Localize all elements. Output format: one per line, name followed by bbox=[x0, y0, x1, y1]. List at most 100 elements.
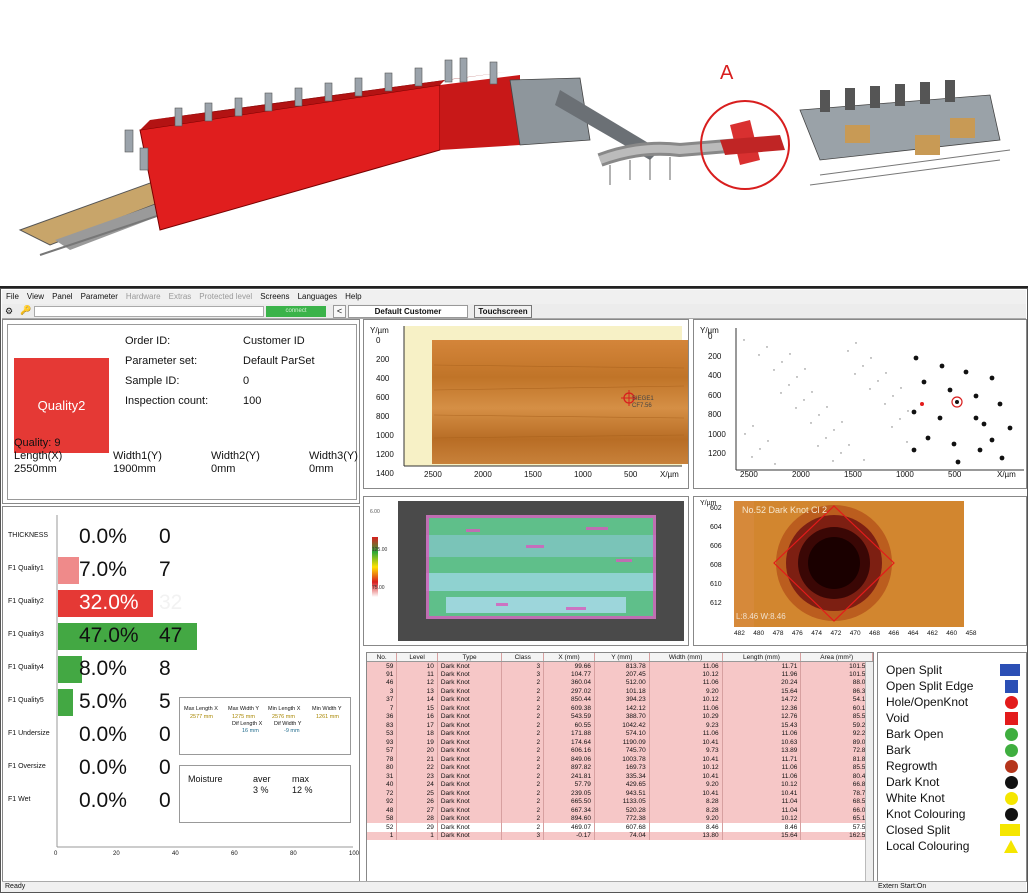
knot-point[interactable] bbox=[973, 415, 979, 421]
table-row[interactable]: 37 14 Dark Knot 2 850.44 394.23 10.12 14.72 54.1… bbox=[367, 695, 873, 704]
x-axis-tick: 1000 bbox=[574, 470, 592, 479]
order-info-panel: Quality2 Order ID: Customer ID Parameter… bbox=[2, 319, 360, 504]
table-cell: 162.54 bbox=[800, 831, 873, 840]
table-row[interactable]: 59 10 Dark Knot 3 99.66 813.78 11.06 11.71 101.5… bbox=[367, 661, 873, 670]
knot-point[interactable] bbox=[911, 409, 917, 415]
table-row[interactable]: 1 1 Dark Knot 3 -0.17 74.04 13.80 15.64 162.54 bbox=[367, 831, 873, 840]
menu-hardware[interactable]: Hardware bbox=[125, 292, 161, 301]
table-cell: 11 bbox=[396, 670, 438, 679]
table-row[interactable]: 57 20 Dark Knot 2 606.16 745.70 9.73 13.89 72.80 bbox=[367, 746, 873, 755]
knot-point[interactable] bbox=[977, 447, 983, 453]
moisture-box: Moisture aver max 3 % 12 % bbox=[179, 765, 351, 823]
column-header[interactable]: Class bbox=[501, 653, 545, 662]
minor-point bbox=[854, 373, 856, 375]
knot-point[interactable] bbox=[989, 437, 995, 443]
table-cell: 12.76 bbox=[722, 712, 802, 721]
customer-field[interactable]: Default Customer bbox=[348, 305, 468, 318]
column-header[interactable]: Y (mm) bbox=[594, 653, 650, 662]
column-header[interactable]: X (mm) bbox=[543, 653, 595, 662]
station-highlight-circle bbox=[700, 100, 790, 190]
table-row[interactable]: 52 29 Dark Knot 2 469.07 607.68 8.46 8.46 57.56 bbox=[367, 823, 873, 832]
table-row[interactable]: 48 27 Dark Knot 2 667.34 520.28 8.28 11.04 66.03 bbox=[367, 806, 873, 815]
table-row[interactable]: 7 15 Dark Knot 2 609.38 142.12 11.06 12.36 60.10 bbox=[367, 704, 873, 713]
column-header[interactable]: Length (mm) bbox=[722, 653, 802, 662]
knot-point[interactable] bbox=[921, 379, 927, 385]
board-plot bbox=[403, 326, 690, 467]
knot-point[interactable] bbox=[963, 369, 969, 375]
menu-screens[interactable]: Screens bbox=[260, 292, 290, 301]
table-row[interactable]: 91 11 Dark Knot 3 104.77 207.45 10.12 11.96 101.… bbox=[367, 670, 873, 679]
column-header[interactable]: Area (mm²) bbox=[800, 653, 873, 662]
table-cell: 53 bbox=[367, 729, 398, 738]
knot-point[interactable] bbox=[999, 455, 1005, 461]
knot-point[interactable] bbox=[925, 435, 931, 441]
column-header[interactable]: Type bbox=[437, 653, 503, 662]
x-axis-tick: 40 bbox=[172, 851, 179, 857]
table-row[interactable]: 46 12 Dark Knot 2 360.04 512.00 11.06 20.24 88.0… bbox=[367, 678, 873, 687]
knot-point[interactable] bbox=[913, 355, 919, 361]
selected-defect-marker[interactable] bbox=[951, 396, 963, 408]
dif-width-value: -9 mm bbox=[284, 728, 300, 734]
row-percent: 0.0% bbox=[79, 789, 127, 812]
knot-point[interactable] bbox=[937, 415, 943, 421]
connect-indicator[interactable]: connect bbox=[266, 306, 326, 317]
minor-point bbox=[862, 365, 864, 367]
knot-point[interactable] bbox=[939, 363, 945, 369]
table-cell: 11.06 bbox=[649, 661, 723, 670]
prev-button[interactable]: < bbox=[333, 305, 346, 318]
table-row[interactable]: 78 21 Dark Knot 2 849.06 1003.78 10.41 11.71 81.… bbox=[367, 755, 873, 764]
knot-point[interactable] bbox=[973, 393, 979, 399]
knot-outline[interactable] bbox=[773, 505, 895, 622]
column-header[interactable]: No. bbox=[367, 653, 398, 662]
legend-bark-icon bbox=[1005, 744, 1018, 757]
defect-marker[interactable] bbox=[621, 390, 637, 406]
table-row[interactable]: 92 26 Dark Knot 2 665.50 1133.05 8.28 11.04 68.5… bbox=[367, 797, 873, 806]
min-length-label: Min Length X bbox=[268, 706, 301, 712]
table-row[interactable]: 83 17 Dark Knot 2 60.55 1042.42 9.23 15.43 59.26 bbox=[367, 721, 873, 730]
minor-point bbox=[885, 372, 887, 374]
column-header[interactable]: Level bbox=[396, 653, 438, 662]
table-row[interactable]: 93 19 Dark Knot 2 174.64 1190.09 10.41 10.63 89.… bbox=[367, 738, 873, 747]
table-scrollbar[interactable] bbox=[865, 662, 873, 884]
menu-extras[interactable]: Extras bbox=[168, 292, 192, 301]
distribution-bar bbox=[58, 623, 198, 650]
table-cell: 78.73 bbox=[800, 789, 873, 798]
table-row[interactable]: 40 24 Dark Knot 2 57.79 429.65 9.20 10.12 66.88 bbox=[367, 780, 873, 789]
knot-point[interactable] bbox=[981, 421, 987, 427]
menu-protected-level[interactable]: Protected level bbox=[199, 292, 253, 301]
knot-point[interactable] bbox=[955, 459, 961, 465]
table-row[interactable]: 53 18 Dark Knot 2 171.88 574.10 11.06 11.06 92.2… bbox=[367, 729, 873, 738]
menu-help[interactable]: Help bbox=[345, 292, 362, 301]
key-icon[interactable]: 🔑 bbox=[20, 305, 32, 315]
knot-point[interactable] bbox=[997, 401, 1003, 407]
knot-point[interactable] bbox=[951, 441, 957, 447]
table-row[interactable]: 58 28 Dark Knot 2 894.60 772.38 9.20 10.12 65.18 bbox=[367, 814, 873, 823]
table-row[interactable]: 31 23 Dark Knot 2 241.81 335.34 10.41 11.06 80.4… bbox=[367, 772, 873, 781]
legend-label: Bark bbox=[886, 743, 911, 757]
settings-icon[interactable]: ⚙ bbox=[5, 306, 14, 316]
row-count: 8 bbox=[159, 657, 171, 680]
table-row[interactable]: 3 13 Dark Knot 2 297.02 101.18 9.20 15.64 86.35 bbox=[367, 687, 873, 696]
path-field[interactable] bbox=[34, 306, 264, 317]
table-cell: 27 bbox=[396, 806, 438, 815]
table-cell: 171.88 bbox=[543, 729, 595, 738]
column-header[interactable]: Width (mm) bbox=[649, 653, 723, 662]
table-row[interactable]: 36 16 Dark Knot 2 543.59 388.70 10.29 12.76 85.5… bbox=[367, 712, 873, 721]
touchscreen-button[interactable]: Touchscreen bbox=[474, 305, 532, 318]
table-row[interactable]: 72 25 Dark Knot 2 239.05 943.51 10.41 10.41 78.7… bbox=[367, 789, 873, 798]
table-row[interactable]: 80 22 Dark Knot 2 897.82 169.73 10.12 11.06 85.5… bbox=[367, 763, 873, 772]
menu-parameter[interactable]: Parameter bbox=[80, 292, 118, 301]
menu-languages[interactable]: Languages bbox=[297, 292, 338, 301]
knot-point[interactable] bbox=[1007, 425, 1013, 431]
table-cell: 512.00 bbox=[594, 678, 650, 687]
table-cell: 469.07 bbox=[543, 823, 595, 832]
knot-point[interactable] bbox=[947, 387, 953, 393]
knot-point[interactable] bbox=[911, 447, 917, 453]
table-cell: 85.50 bbox=[800, 712, 873, 721]
menu-view[interactable]: View bbox=[26, 292, 45, 301]
table-cell: 26 bbox=[396, 797, 438, 806]
menu-panel[interactable]: Panel bbox=[52, 292, 73, 301]
menu-file[interactable]: File bbox=[6, 292, 19, 301]
menu-bar: File View Panel Parameter Hardware Extras Prot… bbox=[2, 290, 1026, 304]
knot-point[interactable] bbox=[989, 375, 995, 381]
